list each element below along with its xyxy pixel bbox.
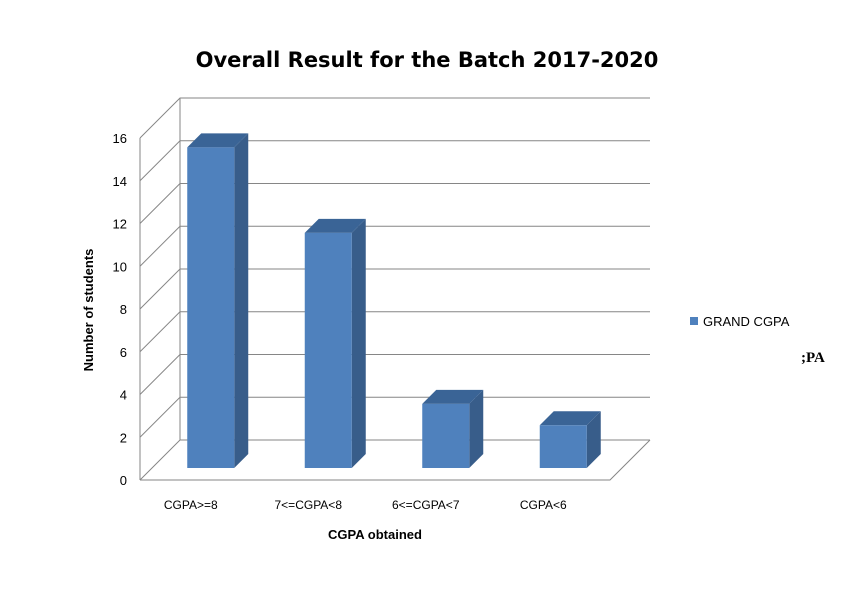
y-tick-label: 2	[120, 430, 127, 445]
bar-front	[304, 232, 352, 468]
x-axis-ticks: CGPA>=8 7<=CGPA<8 6<=CGPA<7 CGPA<6	[164, 498, 567, 512]
bar-top	[187, 133, 249, 148]
x-tick-label: CGPA>=8	[164, 498, 218, 512]
x-tick-label: CGPA<6	[520, 498, 567, 512]
bar-side	[469, 389, 484, 468]
y-axis-title: Number of students	[81, 249, 96, 372]
y-tick-label: 0	[120, 473, 127, 488]
legend-label: GRAND CGPA	[703, 314, 790, 329]
bar-front	[187, 147, 235, 468]
y-tick-label: 14	[113, 174, 127, 189]
chart-title: Overall Result for the Batch 2017-2020	[196, 48, 659, 72]
bar-side	[234, 133, 249, 468]
legend: GRAND CGPA	[690, 314, 790, 329]
y-tick-label: 6	[120, 345, 127, 360]
bar	[187, 133, 249, 468]
bar-front	[539, 425, 587, 468]
bar-top	[304, 218, 366, 233]
gridline	[139, 97, 650, 139]
y-tick-label: 10	[113, 259, 127, 274]
y-tick-label: 16	[113, 131, 127, 146]
stray-text: ;PA	[801, 350, 825, 366]
y-tick-label: 4	[120, 388, 127, 403]
x-axis-title: CGPA obtained	[328, 527, 422, 542]
x-tick-label: 6<=CGPA<7	[392, 498, 460, 512]
bar	[304, 218, 366, 468]
bar-top	[422, 389, 484, 404]
bar	[539, 411, 601, 468]
y-tick-label: 8	[120, 302, 127, 317]
x-tick-label: 7<=CGPA<8	[275, 498, 343, 512]
bar-side	[586, 411, 601, 468]
y-axis-ticks: 0 2 4 6 8 10 12 14 16	[113, 131, 127, 488]
y-tick-label: 12	[113, 217, 127, 232]
legend-swatch	[690, 317, 698, 325]
bars	[187, 133, 601, 468]
bar-side	[351, 218, 366, 468]
bar-front	[422, 403, 470, 468]
bar	[422, 389, 484, 468]
bar-top	[539, 411, 601, 426]
grid	[139, 97, 651, 481]
floor-edge	[140, 439, 651, 481]
